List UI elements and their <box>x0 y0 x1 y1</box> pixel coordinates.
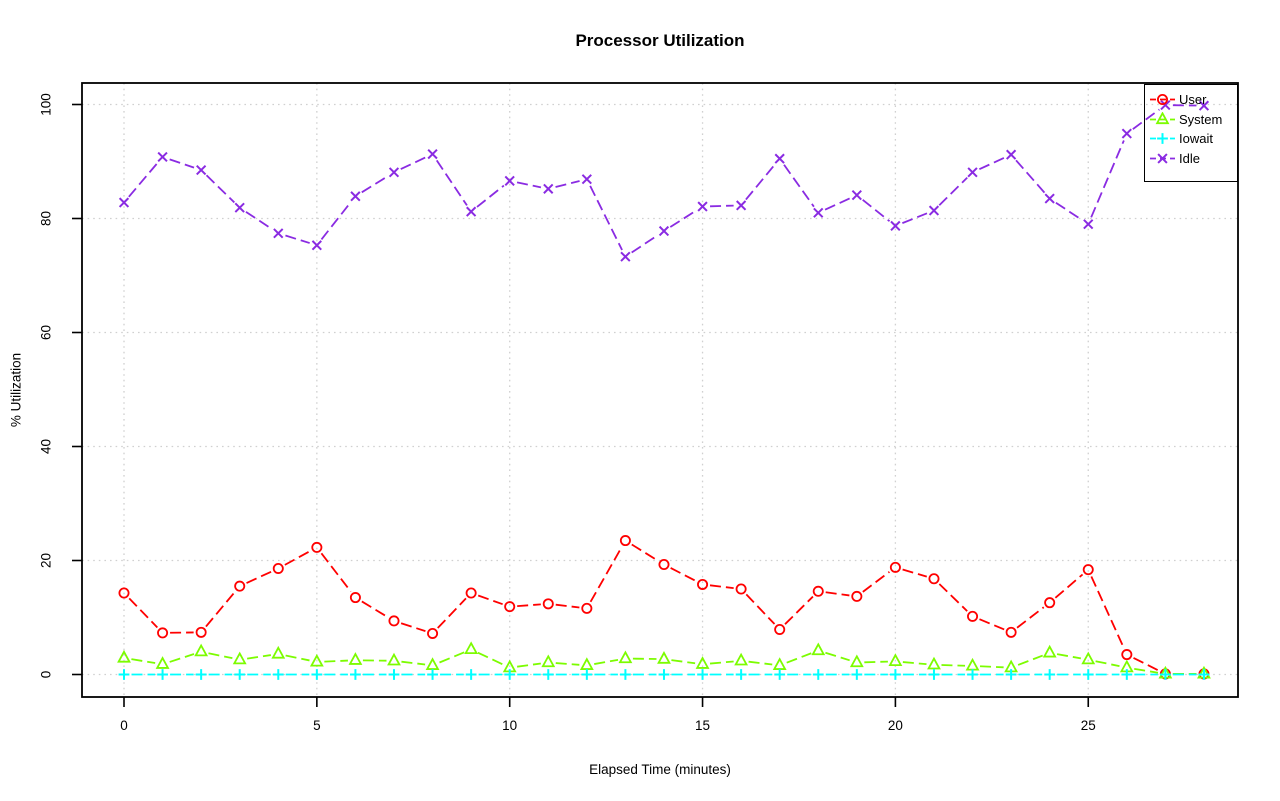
svg-text:0: 0 <box>39 671 54 679</box>
series-iowait <box>118 669 1210 680</box>
series-idle <box>118 99 1210 262</box>
svg-text:15: 15 <box>695 718 710 733</box>
svg-text:20: 20 <box>39 553 54 568</box>
legend-label: User <box>1179 92 1207 108</box>
user-marker-icon <box>1149 92 1176 107</box>
legend-item-iowait: Iowait <box>1145 129 1237 149</box>
svg-text:80: 80 <box>39 211 54 226</box>
legend-item-user: User <box>1145 90 1237 110</box>
chart-title: Processor Utilization <box>575 31 745 50</box>
iowait-marker-icon <box>1149 131 1176 146</box>
svg-text:60: 60 <box>39 325 54 340</box>
y-axis-label: % Utilization <box>8 352 24 428</box>
legend: User System Iowait Idle <box>1144 84 1238 182</box>
axis-ticks <box>72 103 1090 707</box>
x-axis-label: Elapsed Time (minutes) <box>589 762 731 777</box>
system-marker-icon <box>1149 111 1176 127</box>
tick-labels: 0 5 10 15 20 25 0 20 40 60 80 100 <box>39 93 1096 733</box>
legend-label: Idle <box>1179 150 1200 166</box>
svg-text:0: 0 <box>120 718 128 733</box>
series-system <box>117 641 1211 679</box>
plot-border <box>81 82 1239 698</box>
legend-item-idle: Idle <box>1145 149 1237 169</box>
svg-text:100: 100 <box>39 93 54 116</box>
svg-text:10: 10 <box>502 718 517 733</box>
legend-label: System <box>1179 111 1223 127</box>
legend-item-system: System <box>1145 110 1237 130</box>
svg-text:40: 40 <box>39 439 54 454</box>
svg-text:25: 25 <box>1081 718 1096 733</box>
idle-marker-icon <box>1149 151 1176 166</box>
svg-text:20: 20 <box>888 718 903 733</box>
legend-label: Iowait <box>1179 131 1213 147</box>
gridlines <box>82 83 1238 697</box>
svg-text:5: 5 <box>313 718 321 733</box>
